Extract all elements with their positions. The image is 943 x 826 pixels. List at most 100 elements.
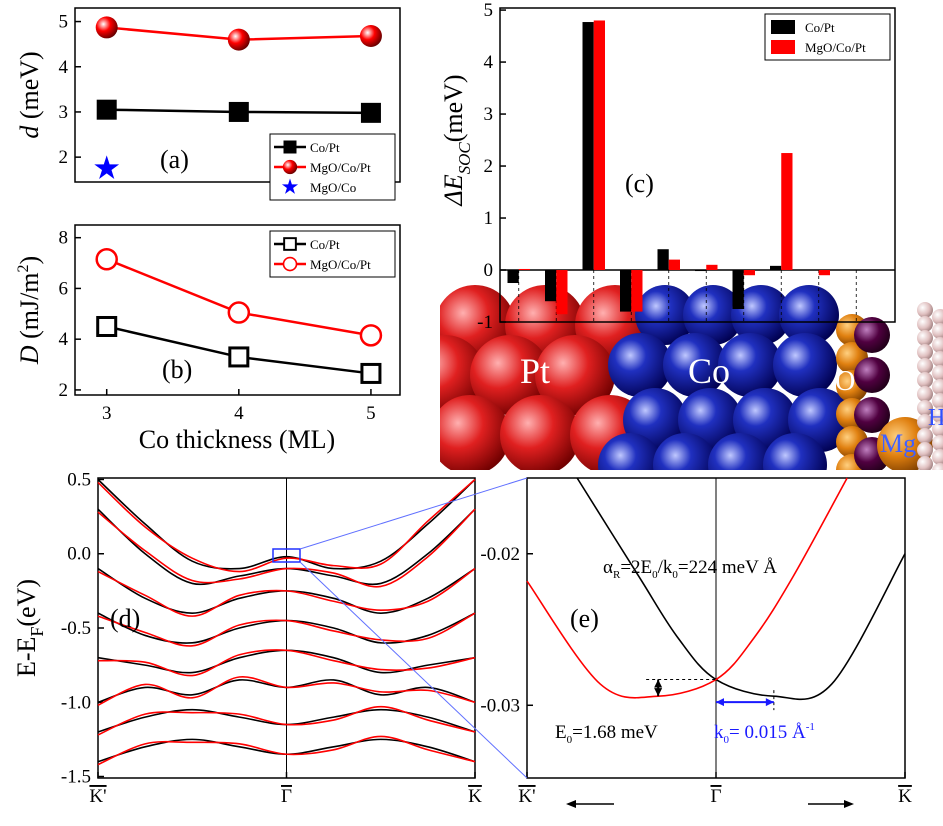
atom [917,456,933,472]
bar [556,270,567,314]
marker [361,103,381,123]
marker [229,102,249,122]
atom [653,433,717,497]
atom [917,386,933,402]
x-tick-label: Γ [711,786,722,807]
y-axis-label: d (meV) [15,51,44,138]
legend-label: MgO/Co [310,180,356,195]
atom [932,435,943,451]
y-axis-label: D (mJ/m2) [15,256,44,365]
legend-label: Co/Pt [310,237,340,252]
panel-label: (e) [570,604,599,633]
atom [917,316,933,332]
x-tick-label: 5 [366,403,376,424]
legend-swatch [771,20,795,34]
x-tick-label: K [898,786,912,807]
legend-label: Co/Pt [310,140,340,155]
y-label-part: (meV) [439,74,468,142]
atom [932,379,943,395]
bar [583,22,594,270]
bar [545,270,556,301]
marker [229,303,249,323]
legend-label: Co/Pt [805,20,835,35]
atom-label: O [835,366,855,397]
annotation: k0= 0.015 Å-1 [714,721,815,746]
y-tick-label: -0.03 [480,695,520,716]
atom [917,372,933,388]
marker [284,141,297,154]
bar [706,265,717,270]
y-tick-label: 5 [484,0,494,21]
marker [96,16,118,38]
x-tick-label: Γ [281,786,292,807]
y-label-part: ΔE [439,174,468,206]
figure: 2345Co/PtMgO/Co/PtMgO/Co2468345Co/PtMgO/… [0,0,943,821]
series-line [527,478,847,698]
atom [917,302,933,318]
atom-label: H [928,405,943,431]
y-label-part: SOC [455,142,474,175]
y-tick-label: 3 [59,102,69,123]
marker [230,348,248,366]
annotation-part: /k [658,557,673,578]
arrow-head [766,698,774,706]
y-tick-label: 4 [484,52,494,73]
marker [94,155,119,179]
atom [854,357,890,393]
y-label-part: E-E [12,637,41,677]
annotation: αR=2E0/k0=224 meV Å [603,557,777,581]
x-tick-label: 3 [102,403,112,424]
annotation: E0=1.68 meV [555,722,658,746]
legend-swatch [771,40,795,54]
annotation-part: E [555,722,567,743]
marker [97,100,117,120]
atom [917,344,933,360]
y-tick-label: -1.5 [61,767,91,788]
y-tick-label: 2 [59,380,69,401]
bar [508,270,519,283]
y-label-part: ) [15,256,44,265]
atom [608,333,672,397]
atom-label: Co [688,351,730,391]
y-tick-label: -0.02 [480,544,520,565]
bar [744,270,755,275]
panel-label: (a) [160,145,189,174]
zoom-line [300,478,527,549]
panel-label: (d) [110,604,140,633]
bar [658,249,669,270]
bar [770,266,781,270]
y-axis-label: E-EF(eV) [12,579,47,677]
marker [98,317,116,335]
y-tick-label: 2 [484,156,494,177]
annotation-part: -1 [806,721,815,733]
bar [620,270,631,312]
atom [430,395,510,475]
atom [500,395,580,475]
y-tick-label: -0.5 [61,618,91,639]
atom [932,463,943,479]
y-label-part: d [15,125,44,139]
atom-label: Pt [520,351,550,391]
y-tick-label: 0.5 [67,469,91,490]
legend-label: MgO/Co/Pt [805,40,866,55]
y-label-part: (mJ/m [15,272,44,338]
y-label-part: D [15,345,44,365]
bar [631,270,642,312]
arrow-head [716,698,724,706]
atom [932,323,943,339]
annotation-part: α [603,557,613,578]
annotation-part: =1.68 meV [572,722,658,743]
bar [669,260,680,270]
panel: 2345Co/PtMgO/Co/PtMgO/Co [59,8,401,200]
bar [733,270,744,309]
atom [932,309,943,325]
arrow-head [654,680,662,688]
atom [932,351,943,367]
y-tick-label: 0 [484,260,494,281]
marker [228,29,250,51]
atom [917,358,933,374]
legend-label: MgO/Co/Pt [310,160,371,175]
x-tick-label: K' [89,786,106,807]
